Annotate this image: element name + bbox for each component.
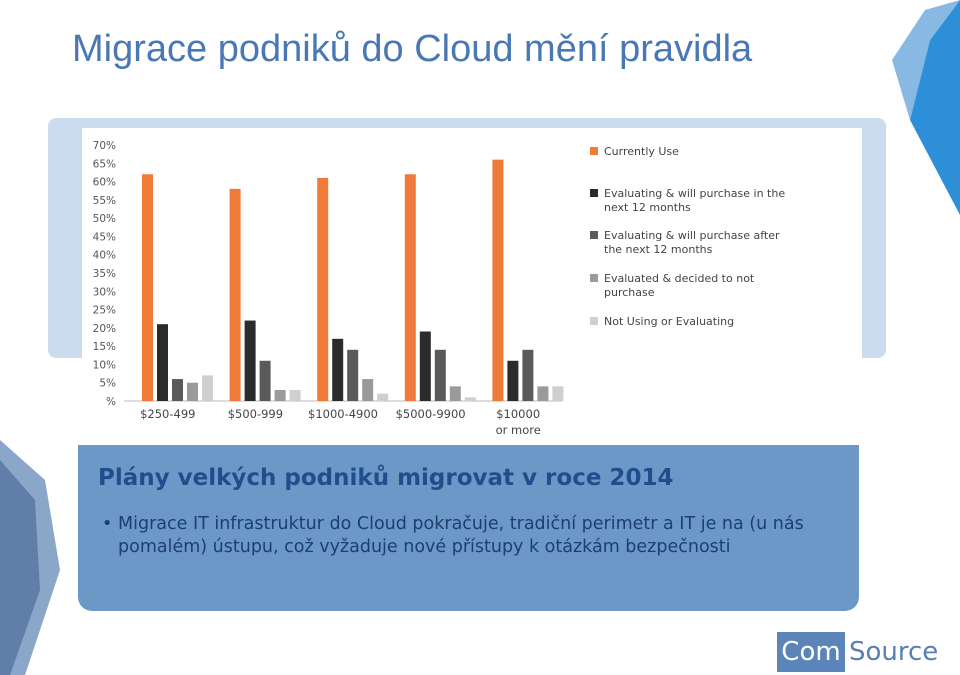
chart-legend: Currently Use Evaluating & will purchase … bbox=[590, 145, 785, 328]
logo-source-text: Source bbox=[849, 637, 939, 667]
x-tick-label: $10000 or more bbox=[496, 407, 541, 437]
legend-label: Currently Use bbox=[604, 145, 679, 158]
info-box: Plány velkých podniků migrovat v roce 20… bbox=[78, 445, 859, 611]
bar bbox=[347, 349, 359, 401]
slide-title: Migrace podniků do Cloud mění pravidla bbox=[72, 28, 753, 70]
bar bbox=[289, 390, 301, 401]
corner-decoration-top-right bbox=[892, 0, 960, 215]
bar bbox=[552, 386, 564, 401]
logo-com-text: Com bbox=[777, 632, 845, 672]
y-tick-label: 25% bbox=[93, 305, 116, 317]
chart-bars bbox=[142, 159, 564, 401]
y-tick-label: 10% bbox=[93, 359, 116, 371]
corner-decoration-bottom-left bbox=[0, 440, 60, 675]
bar bbox=[492, 159, 504, 401]
legend-label: Evaluated & decided to not purchase bbox=[604, 272, 755, 299]
y-tick-label: 15% bbox=[93, 341, 116, 353]
bar bbox=[157, 324, 168, 401]
y-tick-label: 60% bbox=[93, 177, 116, 189]
legend-swatch bbox=[590, 317, 598, 325]
info-heading: Plány velkých podniků migrovat v roce 20… bbox=[98, 465, 674, 491]
bar bbox=[332, 338, 344, 401]
bar bbox=[187, 382, 198, 401]
y-tick-label: 20% bbox=[93, 323, 116, 335]
bullet-marker: • bbox=[102, 514, 113, 534]
bar bbox=[259, 360, 271, 401]
bar bbox=[229, 188, 241, 401]
x-tick-label: $250-499 bbox=[140, 407, 195, 421]
bar bbox=[507, 360, 519, 401]
bar bbox=[377, 393, 389, 401]
bar bbox=[464, 397, 476, 401]
chart-labels: % 5% 10% 15% 20% 25% 30% 35% 40% 45% 50% 55% 60% 65% 7… bbox=[93, 140, 541, 437]
x-tick-label: $1000-4900 bbox=[308, 407, 378, 421]
legend-label: Evaluating & will purchase in the next 12… bbox=[604, 187, 785, 214]
bar bbox=[522, 349, 534, 401]
y-tick-label: 50% bbox=[93, 213, 116, 225]
bar bbox=[202, 375, 213, 401]
legend-label: Not Using or Evaluating bbox=[604, 315, 734, 328]
y-tick-label: 40% bbox=[93, 250, 116, 262]
legend-swatch bbox=[590, 189, 598, 197]
x-tick-label: $500-999 bbox=[228, 407, 283, 421]
legend-label: Evaluating & will purchase after the next… bbox=[604, 229, 780, 256]
bar bbox=[142, 174, 153, 401]
legend-swatch bbox=[590, 147, 598, 155]
bar bbox=[244, 320, 256, 401]
bar-chart: % 5% 10% 15% 20% 25% 30% 35% 40% 45% 50% 55% 60% 65% 7… bbox=[93, 140, 786, 437]
info-bullet-item: • Migrace IT infrastruktur do Cloud pokr… bbox=[102, 513, 838, 559]
y-tick-label: 55% bbox=[93, 195, 116, 207]
bar bbox=[537, 386, 549, 401]
y-tick-label: 65% bbox=[93, 158, 116, 170]
legend-swatch bbox=[590, 231, 598, 239]
bar bbox=[419, 331, 431, 401]
bar bbox=[449, 386, 461, 401]
y-tick-label: 70% bbox=[93, 140, 116, 152]
legend-swatch bbox=[590, 274, 598, 282]
x-tick-label: $5000-9900 bbox=[396, 407, 466, 421]
bar bbox=[274, 390, 286, 401]
info-bullet-text: Migrace IT infrastruktur do Cloud pokrač… bbox=[118, 514, 804, 557]
bar bbox=[434, 349, 446, 401]
y-tick-label: 35% bbox=[93, 268, 116, 280]
y-tick-label: 30% bbox=[93, 286, 116, 298]
bar bbox=[404, 174, 416, 401]
y-tick-label: 45% bbox=[93, 231, 116, 243]
y-tick-label: % bbox=[106, 396, 116, 408]
bar bbox=[317, 177, 329, 401]
bar bbox=[172, 379, 183, 401]
y-tick-label: 5% bbox=[99, 378, 116, 390]
bar bbox=[362, 379, 374, 401]
